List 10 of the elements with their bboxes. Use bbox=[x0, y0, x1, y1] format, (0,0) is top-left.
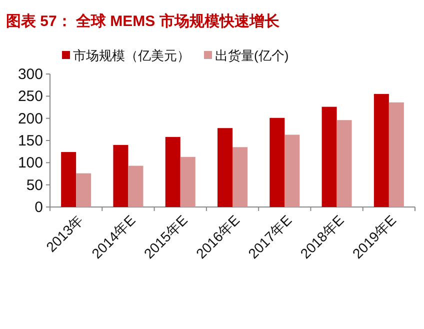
y-tick-label: 150 bbox=[18, 132, 43, 150]
y-tick-label: 0 bbox=[34, 199, 43, 216]
legend-label: 市场规模（亿美元） bbox=[73, 48, 190, 63]
y-tick-label: 300 bbox=[18, 66, 43, 83]
y-tick-label: 100 bbox=[18, 154, 43, 172]
y-tick-label: 50 bbox=[26, 176, 43, 194]
y-tick-label: 250 bbox=[18, 88, 43, 106]
chart-title: 图表 57： 全球 MEMS 市场规模快速增长 bbox=[6, 12, 280, 30]
legend-label: 出货量(亿个) bbox=[215, 48, 289, 63]
y-tick-label: 200 bbox=[18, 110, 43, 128]
